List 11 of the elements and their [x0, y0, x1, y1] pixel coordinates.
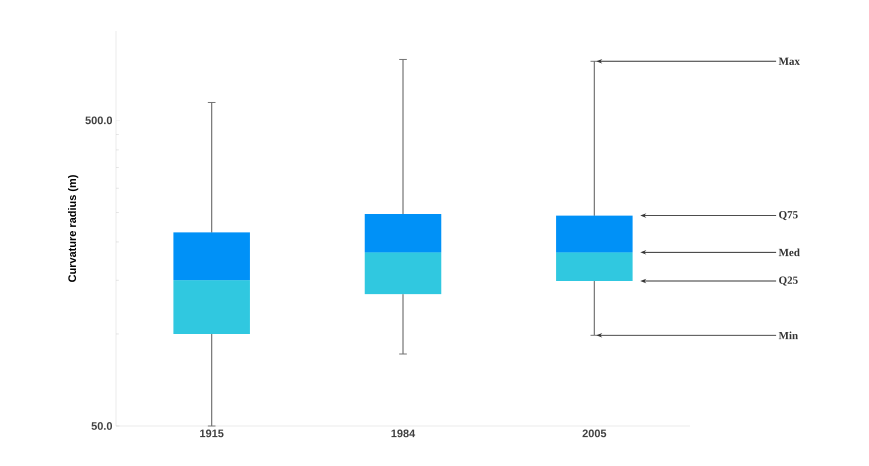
- y-axis-title: Curvature radius (m): [68, 175, 78, 282]
- x-tick-label: 2005: [582, 430, 606, 438]
- text: Med: [778, 248, 800, 256]
- text: Q25: [779, 276, 798, 286]
- text: Q75: [779, 211, 798, 220]
- x-tick-label: 1915: [200, 430, 224, 438]
- annotation: Max: [778, 58, 800, 65]
- annotation: Min: [778, 332, 798, 340]
- y-tick-label: 500.0: [85, 116, 112, 124]
- x-tick-label: 1984: [392, 430, 416, 438]
- y-tick-label: 50.0: [91, 422, 112, 430]
